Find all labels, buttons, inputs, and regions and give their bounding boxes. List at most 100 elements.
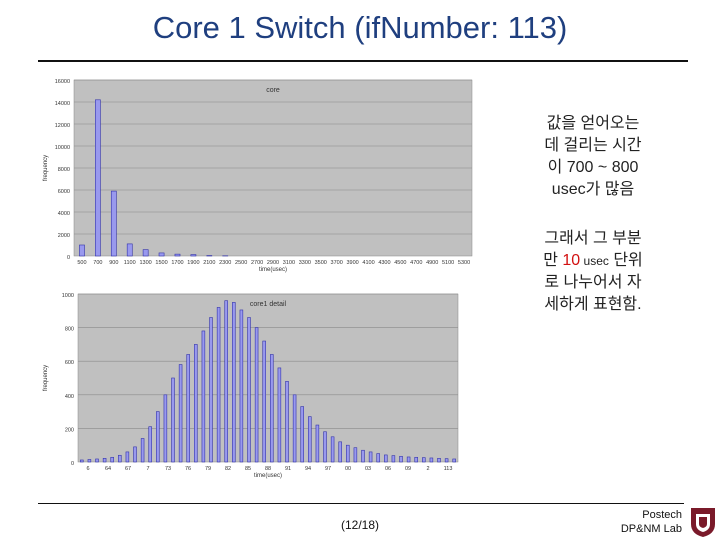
x-tick-label: 2100 — [203, 260, 215, 266]
y-tick-label: 10000 — [55, 145, 70, 151]
bar-670 — [102, 458, 107, 463]
x-tick-label: 97 — [325, 466, 331, 472]
bar-1090 — [422, 457, 426, 463]
bar-650 — [87, 459, 92, 463]
bar-840 — [232, 302, 236, 463]
bar-1130 — [452, 458, 456, 463]
x-tick-label: 3100 — [283, 260, 295, 266]
note2-line1: 그래서 그 부분 — [544, 230, 642, 247]
x-tick-label: 09 — [405, 466, 411, 472]
bar-660 — [95, 458, 99, 463]
x-tick-label: 700 — [93, 260, 102, 266]
note2-line2-pre: 만 — [543, 252, 563, 269]
note2-unit: usec — [580, 254, 609, 268]
bar-760 — [171, 377, 175, 463]
x-tick-label: 67 — [125, 466, 131, 472]
bar-970 — [330, 436, 335, 463]
x-tick-label: 85 — [245, 466, 251, 472]
postech-logo-icon — [691, 508, 715, 537]
y-tick-label: 12000 — [55, 123, 70, 129]
y-tick-label: 200 — [65, 427, 74, 433]
bar-770 — [178, 364, 183, 463]
bar-880 — [262, 340, 266, 463]
bar-860 — [247, 317, 251, 463]
note1-line3: 이 700 ~ 800 — [547, 159, 639, 176]
bar-930 — [300, 406, 304, 463]
note2-line3: 로 나누어서 자 — [544, 274, 642, 291]
footer-divider — [38, 503, 684, 504]
y-axis-label: frequency — [43, 155, 49, 181]
x-tick-label: 79 — [205, 466, 211, 472]
title-divider — [38, 60, 688, 62]
y-tick-label: 0 — [71, 461, 74, 467]
y-tick-label: 8000 — [58, 167, 70, 173]
x-tick-label: 94 — [305, 466, 311, 472]
bar-1020 — [368, 451, 373, 463]
footer-line1: Postech — [642, 509, 682, 521]
bar-1100 — [126, 243, 133, 257]
note1-line2: 데 걸리는 시간 — [544, 137, 642, 154]
x-tick-label: 88 — [265, 466, 271, 472]
bar-1100 — [429, 457, 434, 463]
x-tick-label: 3900 — [346, 260, 358, 266]
y-tick-label: 6000 — [58, 189, 70, 195]
bar-1060 — [399, 455, 403, 463]
explanation-note-2: 그래서 그 부분 만 10 usec 단위 로 나누어서 자 세하게 표현함. — [508, 228, 678, 316]
x-tick-label: 76 — [185, 466, 191, 472]
x-tick-label: 1500 — [155, 260, 167, 266]
x-tick-label: 3700 — [331, 260, 343, 266]
x-tick-label: 06 — [385, 466, 391, 472]
note2-line2: 만 10 usec 단위 — [508, 250, 678, 272]
plot-area — [77, 293, 459, 463]
bar-790 — [194, 344, 198, 463]
bar-1040 — [384, 454, 388, 463]
overview-histogram: 0 2000 4000 6000 8000 10000 12000 14000 16000 500… — [43, 79, 473, 273]
bar-730 — [148, 426, 152, 463]
x-tick-label: 82 — [225, 466, 231, 472]
x-tick-label: 4300 — [378, 260, 390, 266]
bar-1120 — [444, 458, 449, 463]
note1-line4: usec가 많음 — [551, 181, 635, 198]
explanation-note-1: 값을 얻어오는 데 걸리는 시간 이 700 ~ 800 usec가 많음 — [508, 113, 678, 201]
bar-700 — [125, 451, 130, 463]
x-tick-label: 4100 — [362, 260, 374, 266]
bar-810 — [209, 317, 213, 463]
bar-820 — [216, 307, 221, 463]
x-tick-label: 1100 — [124, 260, 136, 266]
footer-line2: DP&NM Lab — [620, 523, 682, 535]
bar-700 — [95, 99, 101, 257]
x-tick-label: 3300 — [299, 260, 311, 266]
y-tick-label: 800 — [65, 327, 74, 333]
x-tick-label: 64 — [105, 466, 111, 472]
bar-1900 — [190, 254, 197, 257]
bar-910 — [285, 381, 289, 463]
x-tick-label: 113 — [444, 466, 453, 472]
bar-870 — [254, 327, 259, 463]
y-tick-label: 0 — [67, 255, 70, 261]
bar-1030 — [376, 453, 380, 463]
x-axis-label: time(usec) — [259, 267, 287, 273]
bar-990 — [346, 444, 350, 463]
y-tick-label: 4000 — [58, 211, 70, 217]
footer-lab: Postech DP&NM Lab — [621, 508, 682, 536]
chart-title: core — [266, 87, 280, 94]
bar-1050 — [391, 455, 396, 463]
bar-940 — [308, 416, 312, 463]
bar-740 — [156, 411, 160, 463]
bar-750 — [163, 394, 168, 463]
x-tick-label: 73 — [165, 466, 171, 472]
bar-1080 — [414, 456, 418, 463]
x-tick-label: 00 — [345, 466, 351, 472]
bar-690 — [118, 454, 122, 463]
bar-710 — [133, 446, 137, 463]
bar-1000 — [353, 447, 358, 463]
y-tick-label: 14000 — [55, 101, 70, 107]
y-tick-label: 1000 — [62, 293, 74, 299]
bar-500 — [79, 244, 85, 257]
x-tick-label: 5100 — [442, 260, 454, 266]
bar-980 — [338, 441, 342, 463]
note2-highlight-number: 10 — [562, 252, 581, 269]
x-tick-label: 6 — [86, 466, 89, 472]
x-tick-label: 1700 — [171, 260, 183, 266]
